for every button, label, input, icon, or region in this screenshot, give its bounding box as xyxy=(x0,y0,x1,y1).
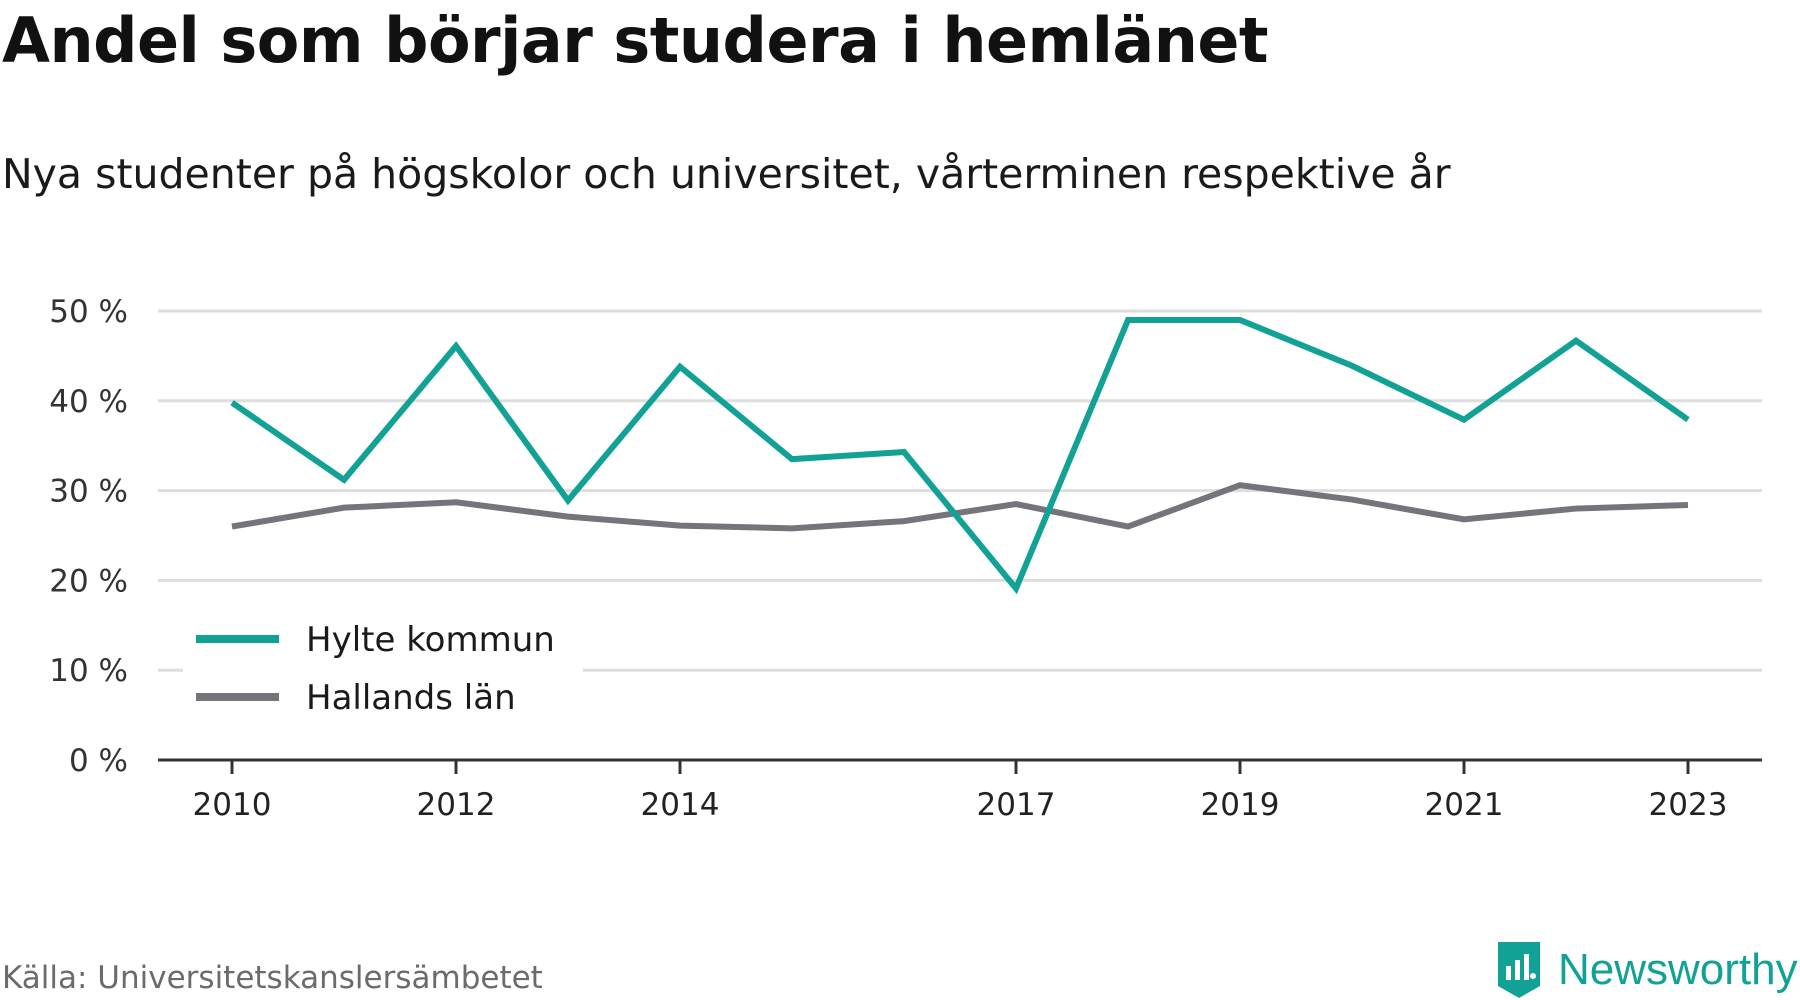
source-note: Källa: Universitetskanslersämbetet xyxy=(2,960,543,996)
x-tick-label: 2019 xyxy=(1201,787,1280,823)
series-line-hallands-lan xyxy=(231,482,1689,532)
x-axis: 2010 2012 2014 2017 2019 2021 2023 xyxy=(158,758,1762,823)
y-tick-label: 10 % xyxy=(49,653,128,689)
x-tick-label: 2012 xyxy=(417,787,496,823)
series-line-hylte-kommun xyxy=(230,316,1690,595)
chart-subtitle: Nya studenter på högskolor och universit… xyxy=(2,150,1451,198)
x-tick-label: 2010 xyxy=(193,787,272,823)
y-tick-label: 40 % xyxy=(49,384,128,420)
x-tick-label: 2017 xyxy=(977,787,1056,823)
y-axis-tick-labels: 0 % 10 % 20 % 30 % 40 % 50 % xyxy=(49,294,128,779)
newsworthy-logo-text: Newsworthy xyxy=(1558,945,1798,994)
y-tick-label: 20 % xyxy=(49,563,128,599)
x-tick-label: 2021 xyxy=(1425,787,1504,823)
series-lines xyxy=(230,316,1690,595)
legend-label-hallands-lan: Hallands län xyxy=(306,678,516,718)
newsworthy-logo-icon xyxy=(1498,942,1540,998)
legend: Hylte kommun Hallands län xyxy=(183,608,583,730)
y-tick-label: 50 % xyxy=(49,294,128,330)
x-tick-label: 2014 xyxy=(641,787,720,823)
x-tick-label: 2023 xyxy=(1649,787,1728,823)
newsworthy-logo: Newsworthy xyxy=(1494,940,1798,1000)
chart-title: Andel som börjar studera i hemlänet xyxy=(2,4,1269,77)
y-tick-label: 0 % xyxy=(69,743,128,779)
y-tick-label: 30 % xyxy=(49,474,128,510)
legend-background xyxy=(183,608,583,730)
legend-label-hylte-kommun: Hylte kommun xyxy=(306,620,555,660)
